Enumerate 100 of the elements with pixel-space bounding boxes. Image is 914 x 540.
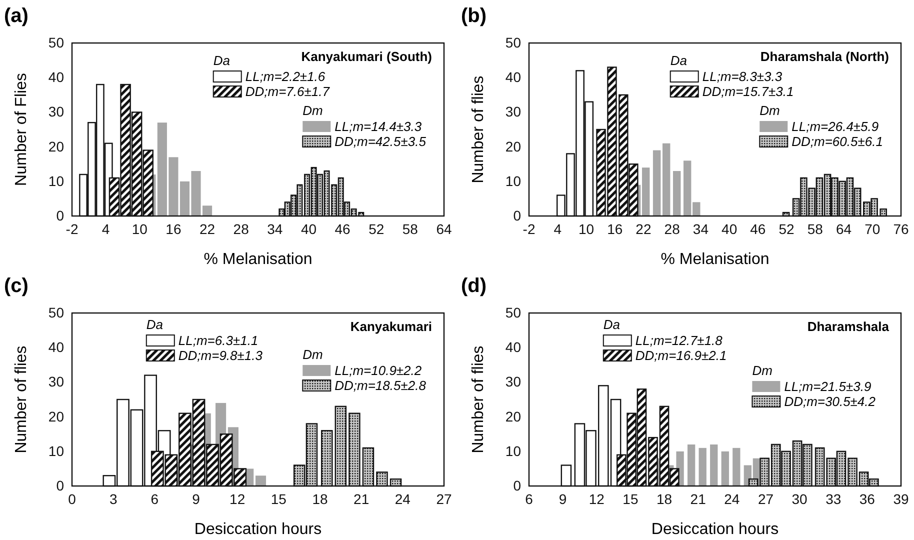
x-tick-label: 21 (354, 490, 370, 507)
text: Kanyakumari (South) (301, 49, 432, 64)
x-tick-label: 76 (893, 220, 909, 237)
bar (672, 171, 681, 216)
x-tick-label: 46 (334, 220, 351, 237)
bar (662, 143, 670, 216)
y-tick-label: 40 (505, 69, 522, 86)
x-tick-label: 39 (893, 490, 909, 507)
legend-label: LL;m=6.3±1.1 (178, 333, 258, 348)
legend-label: DD;m=30.5±4.2 (784, 394, 876, 409)
x-tick-label: 16 (166, 220, 182, 237)
y-tick-label: 50 (505, 34, 522, 50)
y-tick-label: 0 (56, 207, 64, 224)
legend-label: LL;m=21.5±3.9 (784, 379, 872, 394)
x-tick-label: 22 (636, 220, 652, 237)
x-tick-label: 6 (525, 490, 534, 507)
x-tick-label: 16 (607, 220, 623, 237)
legend-label: LL;m=12.7±1.8 (635, 333, 724, 348)
bar (710, 444, 718, 486)
x-axis-title: Desiccation hours (651, 521, 779, 538)
y-tick-label: 30 (505, 104, 522, 120)
bar (687, 444, 696, 486)
x-tick-label: 12 (588, 490, 605, 507)
y-tick-label: 0 (513, 207, 522, 224)
x-tick-label: 58 (807, 220, 824, 237)
y-tick-label: 10 (48, 442, 64, 459)
x-axis-title: % Melanisation (660, 251, 770, 268)
y-tick-label: 40 (48, 69, 64, 86)
x-tick-label: 4 (554, 220, 562, 237)
text: Kanyakumari (350, 319, 432, 334)
annotation: Dm (752, 363, 773, 378)
y-tick-label: 10 (505, 172, 522, 189)
legend-label: LL;m=2.2±1.6 (245, 69, 326, 84)
x-tick-label: 12 (230, 490, 246, 507)
x-tick-label: 10 (132, 220, 148, 237)
y-tick-label: 50 (48, 304, 64, 320)
legend-label: DD;m=9.8±1.3 (178, 348, 264, 363)
x-tick-label: 64 (836, 220, 852, 237)
y-tick-label: 20 (48, 138, 64, 154)
annotation: Da (146, 317, 164, 332)
x-tick-label: 6 (150, 490, 159, 507)
x-tick-label: 24 (394, 490, 411, 507)
text: (c) (4, 275, 28, 297)
y-tick-label: 10 (48, 172, 64, 189)
text: (d) (461, 275, 487, 297)
y-tick-label: 30 (48, 104, 64, 120)
x-tick-label: 18 (656, 490, 672, 507)
x-tick-label: 40 (722, 220, 738, 237)
y-axis-title: Number of flies (470, 76, 487, 184)
x-tick-label: 70 (864, 220, 880, 237)
x-tick-label: -2 (522, 220, 536, 237)
bar (255, 476, 266, 486)
y-axis-title: Number of flies (13, 346, 30, 454)
y-tick-label: 40 (48, 339, 64, 356)
x-tick-label: 27 (436, 490, 452, 507)
legend-label: DD;m=60.5±6.1 (792, 134, 883, 149)
y-axis-title: Number of Flies (13, 73, 30, 186)
x-tick-label: 52 (368, 220, 384, 237)
x-tick-label: 30 (792, 490, 808, 507)
x-tick-label: 52 (778, 220, 795, 237)
y-tick-label: 50 (505, 304, 522, 320)
bar (642, 168, 650, 216)
legend-label: LL;m=14.4±3.3 (334, 119, 422, 134)
x-tick-label: 36 (859, 490, 876, 507)
y-tick-label: 20 (48, 408, 64, 424)
annotation: Da (670, 53, 687, 68)
x-tick-label: 64 (436, 220, 452, 237)
y-tick-label: 50 (48, 34, 64, 50)
x-tick-label: 3 (109, 490, 118, 507)
x-tick-label: -2 (66, 220, 78, 237)
x-tick-label: 10 (578, 220, 594, 237)
y-tick-label: 40 (505, 339, 522, 356)
bar (698, 448, 706, 486)
text: (a) (4, 5, 28, 27)
annotation: Dm (760, 103, 780, 118)
y-tick-label: 0 (513, 477, 522, 494)
y-tick-label: 30 (505, 374, 522, 390)
x-tick-label: 34 (267, 220, 283, 237)
x-tick-label: 4 (102, 220, 110, 237)
x-axis-title: % Melanisation (204, 251, 312, 268)
x-axis-title: Desiccation hours (194, 521, 322, 538)
legend-label: LL;m=10.9±2.2 (334, 363, 422, 378)
y-tick-label: 20 (505, 408, 522, 424)
x-tick-label: 18 (312, 490, 328, 507)
x-tick-label: 9 (558, 490, 567, 507)
legend-label: LL;m=8.3±3.3 (702, 69, 783, 84)
legend-label: DD;m=15.7±3.1 (702, 84, 794, 99)
legend-label: DD;m=7.6±1.7 (245, 84, 330, 99)
x-tick-label: 22 (199, 220, 216, 237)
legend-label: DD;m=18.5±2.8 (334, 378, 427, 393)
x-tick-label: 24 (724, 490, 740, 507)
y-tick-label: 0 (56, 477, 64, 494)
text: (b) (461, 5, 487, 27)
bar (721, 451, 729, 486)
y-tick-label: 30 (48, 374, 64, 390)
x-tick-label: 27 (758, 490, 774, 507)
x-tick-label: 21 (690, 490, 706, 507)
bar (652, 150, 661, 216)
legend-label: LL;m=26.4±5.9 (792, 119, 879, 134)
x-tick-label: 15 (270, 490, 287, 507)
